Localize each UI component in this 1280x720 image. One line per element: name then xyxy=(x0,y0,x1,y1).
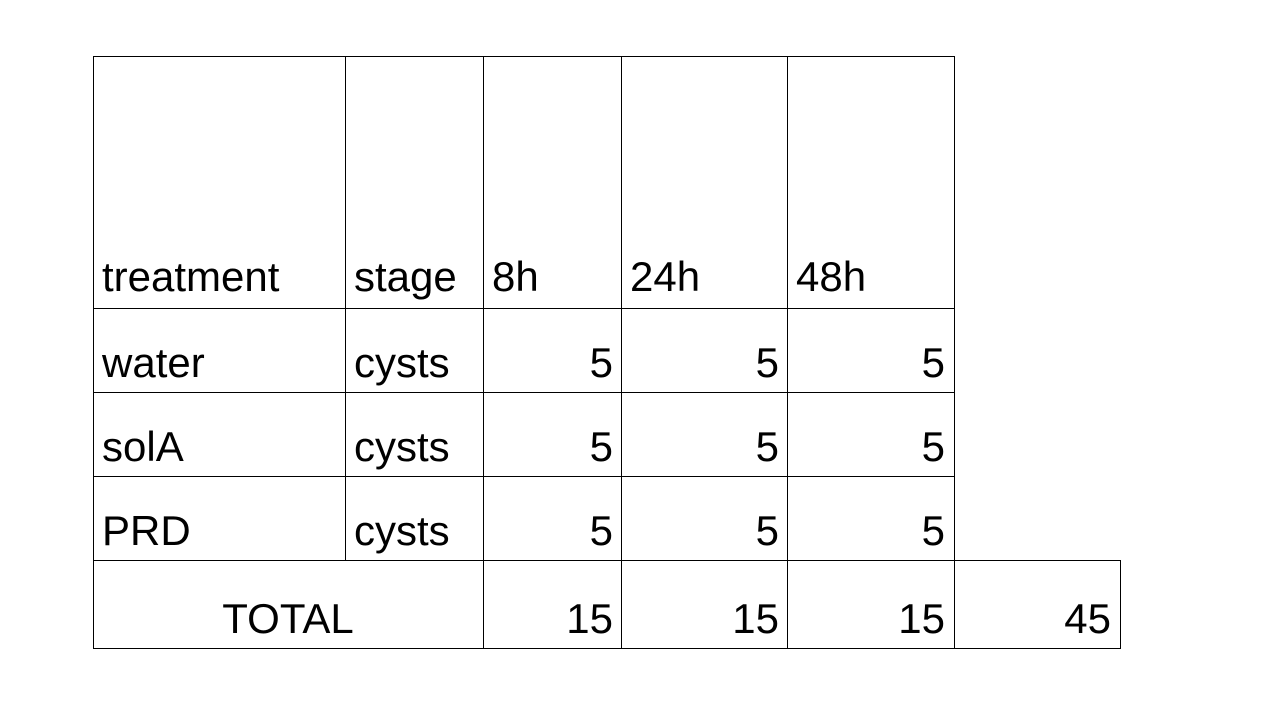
row-3-24h: 5 xyxy=(755,507,779,554)
table-top-border xyxy=(93,56,955,57)
row-1-bottom-border xyxy=(93,392,955,393)
row-2-treatment: solA xyxy=(102,423,184,470)
column-border-7 xyxy=(1120,560,1121,649)
header-24h: 24h xyxy=(630,253,701,300)
row-1-24h: 5 xyxy=(755,339,779,386)
row-1-treatment: water xyxy=(102,339,205,386)
total-48h: 15 xyxy=(898,595,945,642)
row-2-24h: 5 xyxy=(755,423,779,470)
row-3-bottom-border xyxy=(93,560,1121,561)
header-8h: 8h xyxy=(492,253,539,300)
row-3-8h: 5 xyxy=(589,507,613,554)
header-48h: 48h xyxy=(796,253,867,300)
header-stage: stage xyxy=(354,253,457,300)
row-1-48h: 5 xyxy=(921,339,945,386)
column-border-6 xyxy=(954,56,955,649)
row-3-stage: cysts xyxy=(354,507,450,554)
row-2-stage: cysts xyxy=(354,423,450,470)
row-2-48h: 5 xyxy=(921,423,945,470)
row-3-treatment: PRD xyxy=(102,507,191,554)
row-3-48h: 5 xyxy=(921,507,945,554)
header-bottom-border xyxy=(93,308,955,309)
total-8h: 15 xyxy=(566,595,613,642)
row-2-8h: 5 xyxy=(589,423,613,470)
column-border-1 xyxy=(93,56,94,649)
column-border-5 xyxy=(787,56,788,649)
column-border-2 xyxy=(345,56,346,560)
total-label: TOTAL xyxy=(222,595,354,642)
row-1-8h: 5 xyxy=(589,339,613,386)
header-treatment: treatment xyxy=(102,253,280,300)
row-2-bottom-border xyxy=(93,476,955,477)
row-1-stage: cysts xyxy=(354,339,450,386)
column-border-3 xyxy=(483,56,484,649)
total-24h: 15 xyxy=(732,595,779,642)
table-bottom-border xyxy=(93,648,1121,649)
column-border-4 xyxy=(621,56,622,649)
grand-total: 45 xyxy=(1064,595,1111,642)
